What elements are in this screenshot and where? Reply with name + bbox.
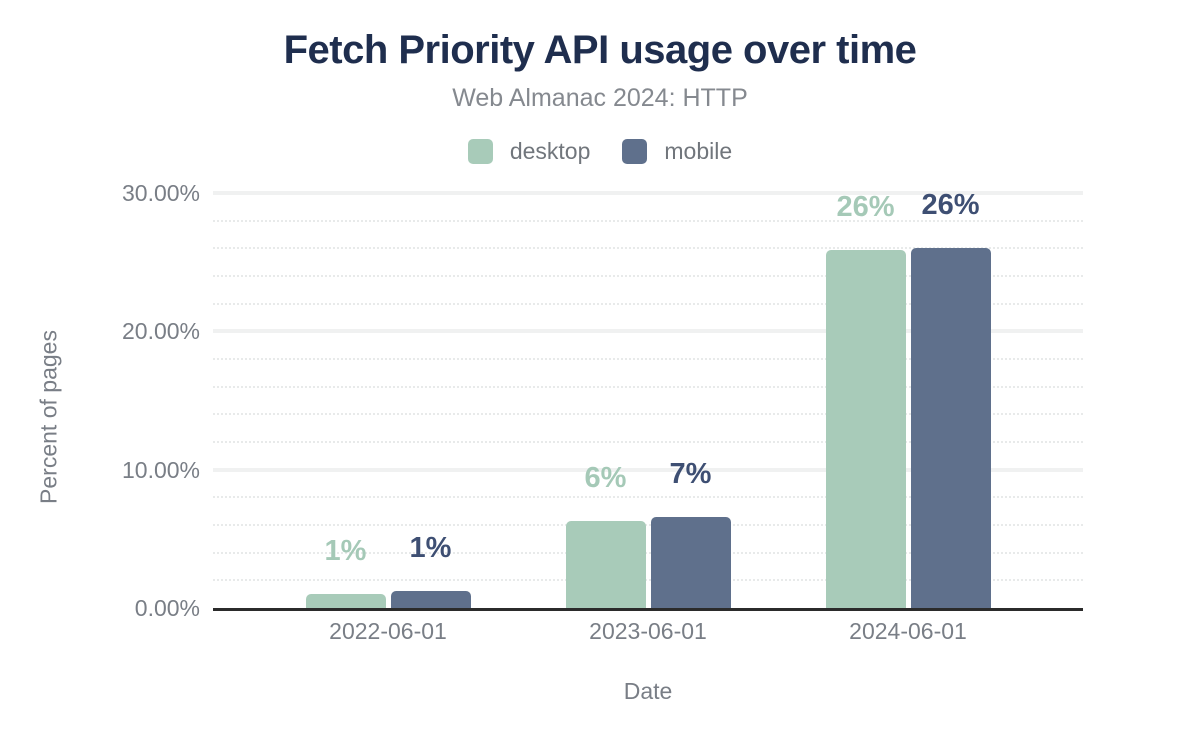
major-gridline	[213, 329, 1083, 334]
chart-title: Fetch Priority API usage over time	[283, 28, 917, 72]
desktop-swatch-icon	[467, 139, 493, 164]
y-tick-label: 20.00%	[121, 318, 200, 345]
minor-gridline	[213, 441, 1083, 443]
minor-gridline	[213, 302, 1083, 305]
minor-gridline	[213, 358, 1083, 360]
x-axis-line	[213, 608, 1083, 611]
y-tick-label: 10.00%	[121, 456, 200, 483]
minor-gridline	[213, 496, 1083, 499]
major-gridline	[213, 467, 1083, 472]
mobile-bar	[650, 516, 731, 608]
desktop-bar	[825, 249, 906, 608]
minor-gridline	[213, 275, 1083, 277]
minor-gridline	[213, 524, 1083, 526]
y-tick-label: 30.00%	[121, 180, 200, 206]
desktop-bar-label: 6%	[584, 461, 627, 494]
minor-gridline	[213, 551, 1083, 554]
mobile-bar	[910, 248, 991, 608]
mobile-bar-label: 26%	[921, 189, 980, 222]
desktop-bar-label: 26%	[836, 190, 895, 223]
x-axis-title: Date	[623, 678, 673, 704]
x-tick-label: 2023-06-01	[589, 618, 707, 644]
mobile-bar-label: 1%	[409, 532, 452, 565]
mobile-bar	[390, 591, 471, 608]
y-tick-label: 0.00%	[134, 595, 200, 621]
major-gridline	[213, 191, 1083, 195]
mobile-bar-label: 7%	[669, 457, 712, 490]
legend-item-mobile: mobile	[622, 138, 732, 165]
desktop-bar	[565, 520, 646, 608]
minor-gridline	[213, 247, 1083, 250]
plot-area: 2022-06-01 1% 1% 2023-06-01 6% 7% 2024-06-01 26…	[213, 189, 1083, 644]
minor-gridline	[213, 219, 1083, 222]
legend-label-desktop: desktop	[509, 138, 591, 164]
y-axis-ticks: 0.00% 10.00% 20.00% 30.00%	[0, 180, 200, 621]
mobile-swatch-icon	[622, 139, 648, 164]
legend-label-mobile: mobile	[664, 138, 733, 164]
x-tick-label: 2022-06-01	[329, 618, 447, 644]
legend: desktop mobile	[0, 138, 1200, 165]
minor-gridline	[213, 413, 1083, 416]
desktop-bar	[305, 594, 386, 608]
x-tick-label: 2024-06-01	[849, 618, 967, 644]
legend-item-desktop: desktop	[467, 138, 591, 165]
desktop-bar-label: 1%	[324, 535, 367, 568]
minor-gridline	[213, 385, 1083, 388]
minor-gridline	[213, 579, 1083, 582]
chart-subtitle: Web Almanac 2024: HTTP	[452, 84, 748, 112]
